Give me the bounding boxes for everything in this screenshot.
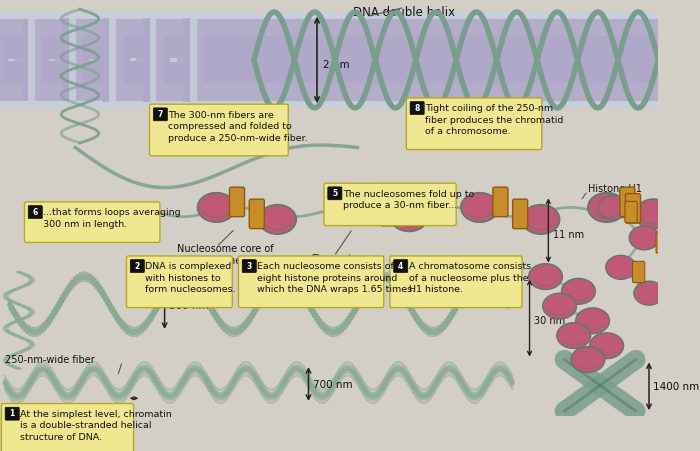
Text: DNA is complexed
with histones to
form nucleosomes.: DNA is complexed with histones to form n… <box>146 262 236 295</box>
Ellipse shape <box>634 281 664 305</box>
FancyBboxPatch shape <box>625 202 637 223</box>
Text: A chromatosome consists
of a nucleosome plus the
H1 histone.: A chromatosome consists of a nucleosome … <box>409 262 531 295</box>
Text: At the simplest level, chromatin
is a double-stranded helical
structure of DNA.: At the simplest level, chromatin is a do… <box>20 410 172 442</box>
FancyBboxPatch shape <box>130 260 144 272</box>
Ellipse shape <box>556 322 591 349</box>
Text: 300 nm: 300 nm <box>169 301 209 311</box>
Text: 2 nm: 2 nm <box>323 60 349 69</box>
Ellipse shape <box>522 205 559 234</box>
Ellipse shape <box>542 293 577 319</box>
Text: 2: 2 <box>134 262 140 271</box>
FancyBboxPatch shape <box>150 104 288 156</box>
Ellipse shape <box>325 190 362 220</box>
FancyBboxPatch shape <box>239 256 384 308</box>
FancyBboxPatch shape <box>324 183 456 226</box>
FancyBboxPatch shape <box>356 184 372 214</box>
FancyBboxPatch shape <box>1 404 134 451</box>
Ellipse shape <box>391 202 428 231</box>
FancyBboxPatch shape <box>28 206 42 218</box>
Text: Nucleosome core of
eight histone molecules: Nucleosome core of eight histone molecul… <box>177 244 294 266</box>
Text: 4: 4 <box>398 262 403 271</box>
Text: The nucleosomes fold up to
produce a 30-nm fiber...: The nucleosomes fold up to produce a 30-… <box>343 189 474 210</box>
Text: 1: 1 <box>10 409 15 418</box>
Ellipse shape <box>259 205 296 234</box>
FancyBboxPatch shape <box>620 187 635 216</box>
Text: 8: 8 <box>414 104 420 113</box>
FancyBboxPatch shape <box>5 407 20 420</box>
FancyBboxPatch shape <box>25 202 160 243</box>
FancyBboxPatch shape <box>328 187 342 200</box>
FancyBboxPatch shape <box>153 108 167 121</box>
Text: 3: 3 <box>246 262 252 271</box>
FancyBboxPatch shape <box>512 199 528 229</box>
FancyBboxPatch shape <box>230 187 244 216</box>
Ellipse shape <box>629 226 659 250</box>
Ellipse shape <box>571 347 605 373</box>
Ellipse shape <box>561 278 596 304</box>
Text: 6: 6 <box>33 207 38 216</box>
FancyBboxPatch shape <box>493 187 508 216</box>
FancyBboxPatch shape <box>393 260 407 272</box>
Text: Each nucleosome consists of
eight histone proteins around
which the DNA wraps 1.: Each nucleosome consists of eight histon… <box>257 262 415 295</box>
FancyBboxPatch shape <box>406 98 542 150</box>
Text: DNA double helix: DNA double helix <box>354 5 456 18</box>
FancyBboxPatch shape <box>661 287 673 308</box>
Text: 30 nm: 30 nm <box>534 316 566 326</box>
Text: Chromatosome: Chromatosome <box>310 253 385 263</box>
FancyBboxPatch shape <box>410 101 424 115</box>
FancyBboxPatch shape <box>242 260 256 272</box>
Ellipse shape <box>606 255 636 279</box>
Text: ...that forms loops averaging
300 nm in length.: ...that forms loops averaging 300 nm in … <box>43 208 181 229</box>
Ellipse shape <box>575 308 610 334</box>
Text: Histone H1: Histone H1 <box>588 184 642 194</box>
Text: 5: 5 <box>332 189 337 198</box>
FancyBboxPatch shape <box>381 196 396 226</box>
Text: 700 nm: 700 nm <box>313 380 353 391</box>
FancyBboxPatch shape <box>626 193 641 223</box>
Ellipse shape <box>528 264 563 290</box>
FancyBboxPatch shape <box>127 256 232 308</box>
Ellipse shape <box>589 333 624 359</box>
Text: The 300-nm fibers are
compressed and folded to
produce a 250-nm-wide fiber.: The 300-nm fibers are compressed and fol… <box>169 110 308 143</box>
Text: 1400 nm: 1400 nm <box>653 382 699 392</box>
FancyBboxPatch shape <box>633 262 645 283</box>
Text: 7: 7 <box>158 110 163 119</box>
FancyBboxPatch shape <box>249 199 265 229</box>
Text: Tight coiling of the 250-nm
fiber produces the chromatid
of a chromosome.: Tight coiling of the 250-nm fiber produc… <box>425 104 564 136</box>
Ellipse shape <box>635 199 673 229</box>
Text: 250-nm-wide fiber: 250-nm-wide fiber <box>5 354 95 364</box>
Text: 11 nm: 11 nm <box>553 230 584 240</box>
Ellipse shape <box>588 193 626 222</box>
Ellipse shape <box>461 193 498 222</box>
Ellipse shape <box>598 195 629 220</box>
FancyBboxPatch shape <box>390 256 522 308</box>
Ellipse shape <box>197 193 235 222</box>
FancyBboxPatch shape <box>656 232 668 253</box>
